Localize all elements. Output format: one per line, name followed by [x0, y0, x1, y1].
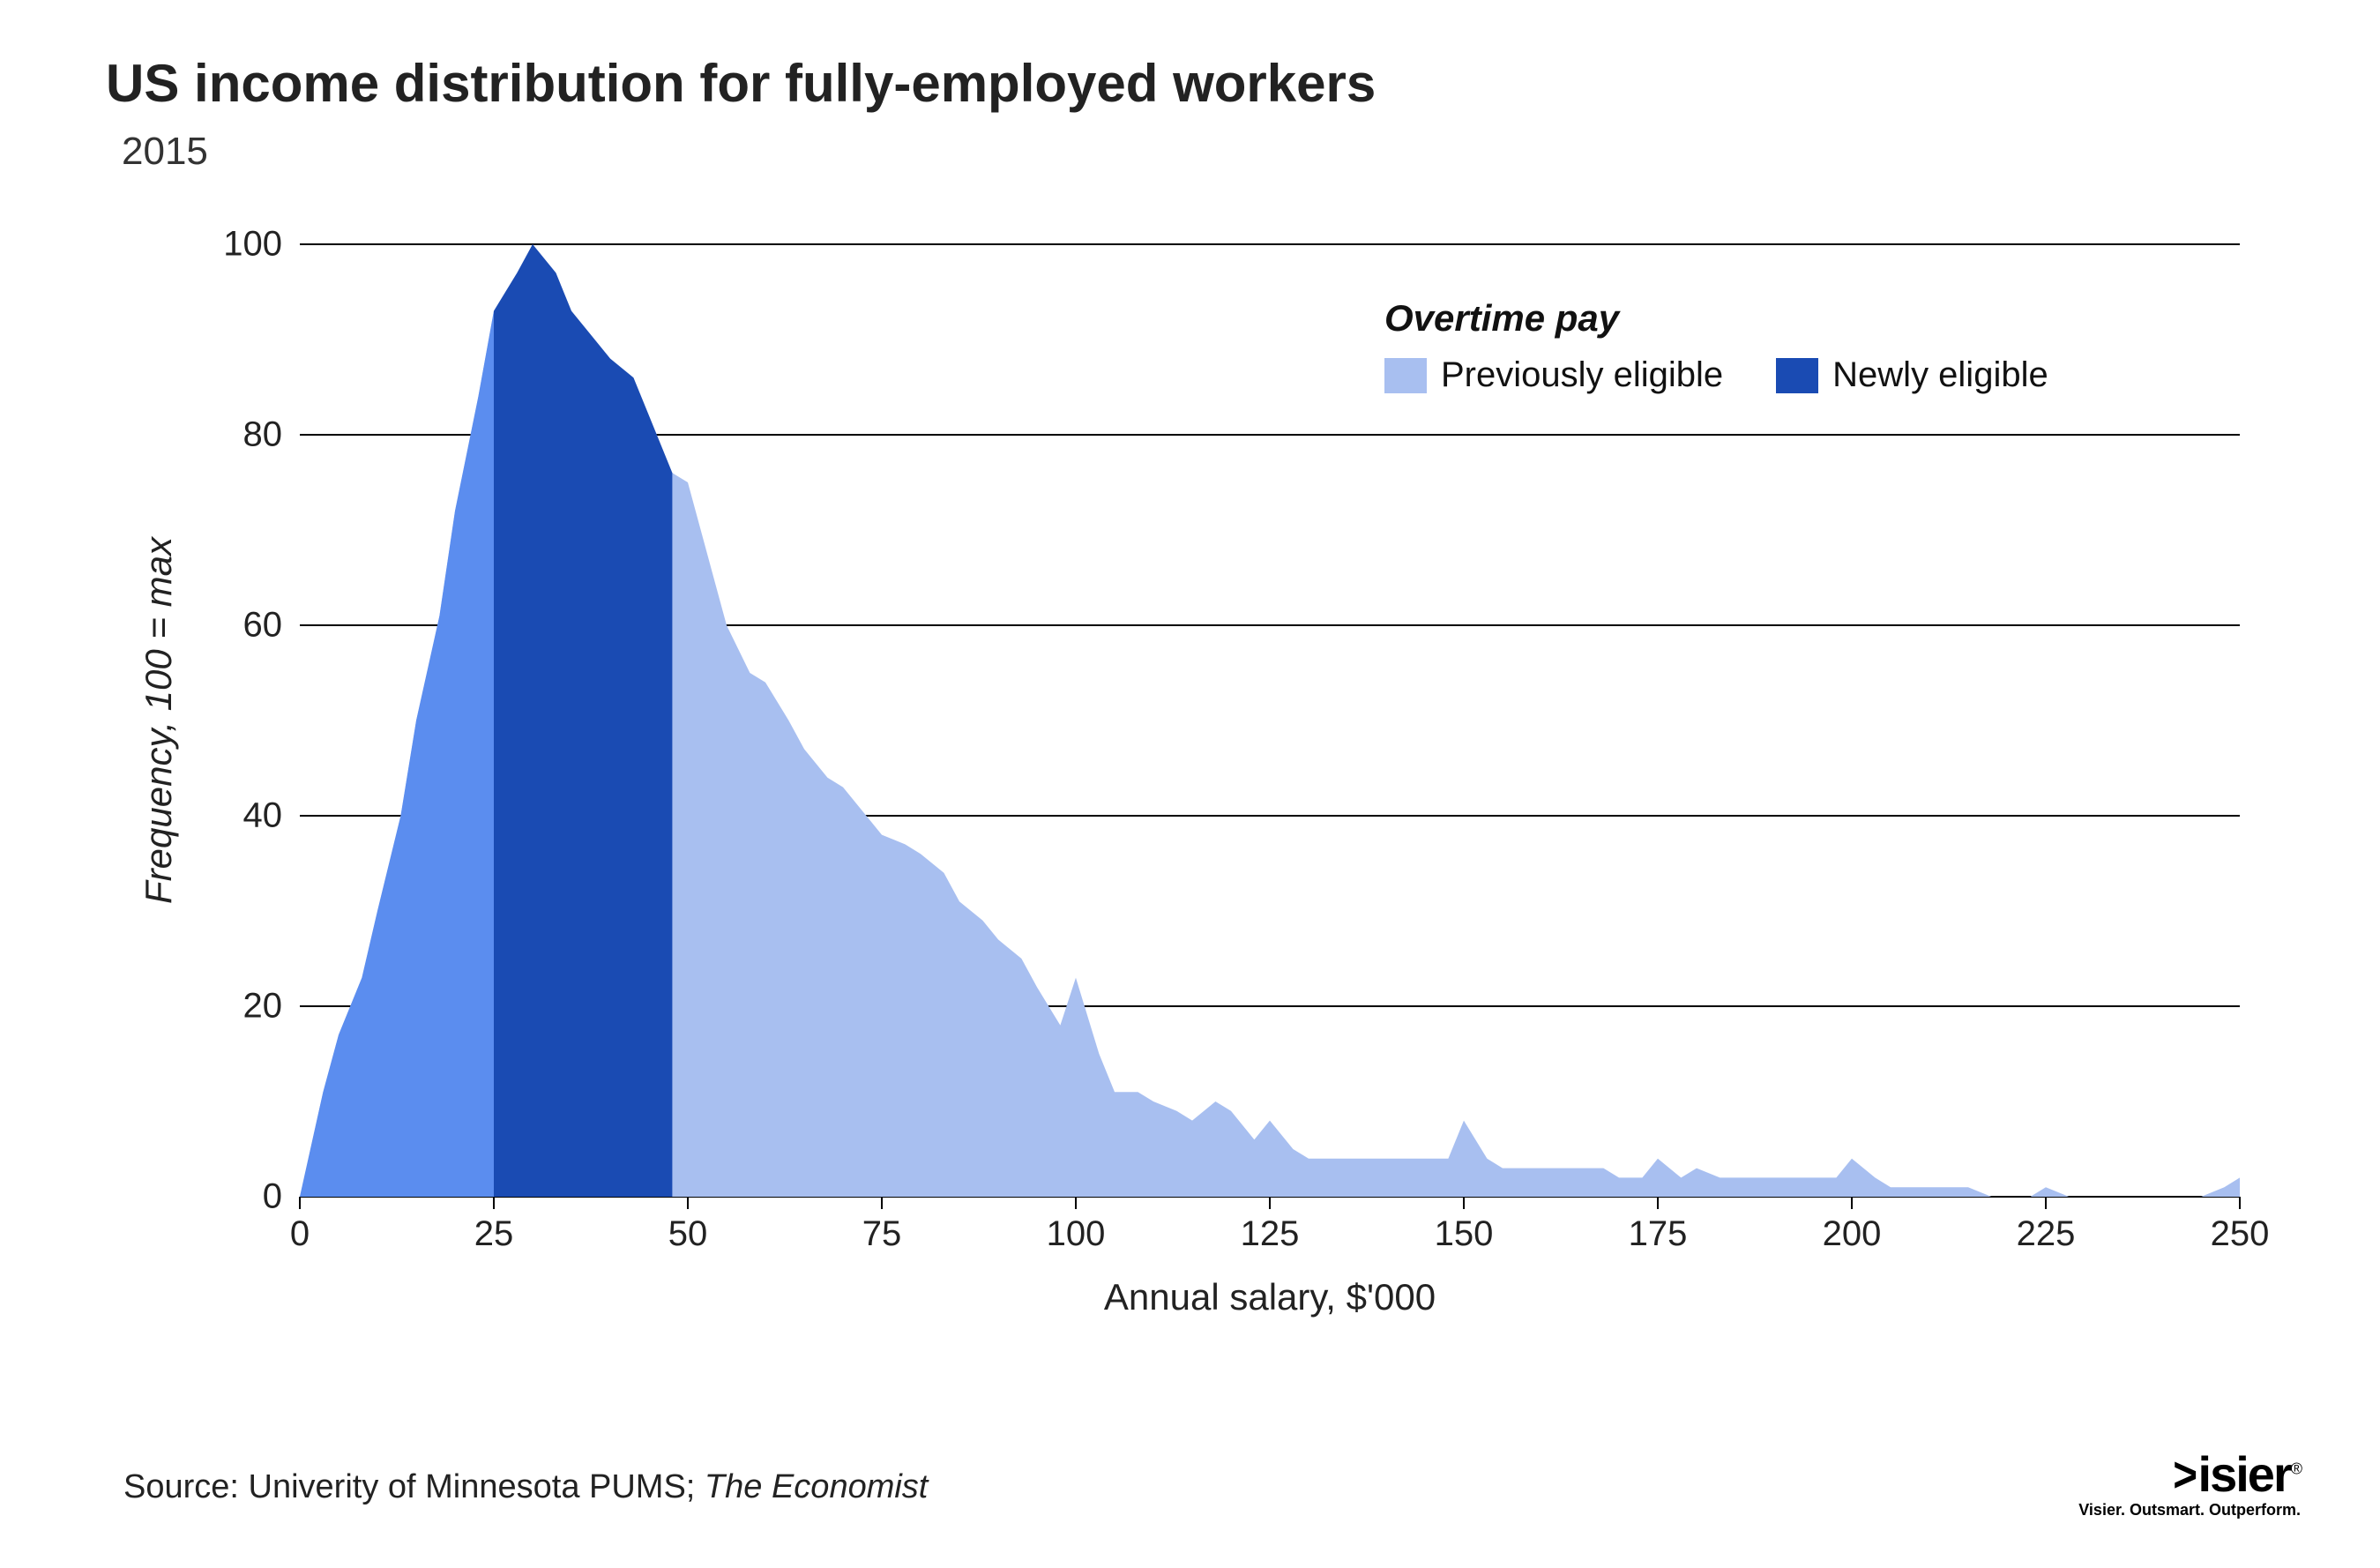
y-tick-label: 20	[194, 987, 282, 1027]
legend-swatch-previously-eligible	[1384, 358, 1427, 393]
x-tick-label: 225	[2017, 1214, 2076, 1254]
x-axis-title: Annual salary, $'000	[1104, 1276, 1436, 1318]
source-attribution: Source: Univerity of Minnesota PUMS; The…	[123, 1468, 928, 1506]
brand-logo: >isier® Visier. Outsmart. Outperform.	[2078, 1450, 2301, 1519]
x-tick-label: 0	[290, 1214, 310, 1254]
y-tick-label: 100	[194, 225, 282, 265]
x-tick-label: 125	[1241, 1214, 1300, 1254]
area-previously-eligible	[300, 311, 494, 1197]
x-tick-label: 150	[1435, 1214, 1494, 1254]
chart-area: Frequency, 100 = max Overtime pay Previo…	[123, 209, 2293, 1338]
legend-item-previously-eligible: Previously eligible	[1384, 355, 1723, 395]
x-tick-label: 25	[474, 1214, 514, 1254]
x-tick-label: 175	[1629, 1214, 1688, 1254]
legend-label-previously-eligible: Previously eligible	[1441, 355, 1723, 395]
x-tick-label: 75	[862, 1214, 902, 1254]
y-axis-title: Frequency, 100 = max	[138, 537, 180, 904]
x-tick-label: 50	[668, 1214, 708, 1254]
y-tick-label: 0	[194, 1177, 282, 1217]
chevron-icon: >	[2173, 1450, 2196, 1499]
source-text: Source: Univerity of Minnesota PUMS;	[123, 1468, 705, 1505]
area-newly-eligible	[494, 244, 672, 1197]
x-tick-label: 250	[2211, 1214, 2270, 1254]
x-tick-label: 200	[1823, 1214, 1882, 1254]
chart-title: US income distribution for fully-employe…	[106, 53, 2309, 114]
logo-name: isier	[2198, 1446, 2291, 1502]
y-tick-label: 40	[194, 796, 282, 836]
legend: Overtime pay Previously eligible Newly e…	[1384, 297, 2048, 395]
legend-row: Previously eligible Newly eligible	[1384, 355, 2048, 395]
logo-tagline: Visier. Outsmart. Outperform.	[2078, 1501, 2301, 1519]
legend-title: Overtime pay	[1384, 297, 2048, 340]
registered-icon: ®	[2291, 1460, 2301, 1477]
legend-swatch-newly-eligible	[1776, 358, 1818, 393]
x-tick-label: 100	[1047, 1214, 1106, 1254]
chart-subtitle: 2015	[122, 130, 2309, 174]
logo-wordmark: >isier®	[2078, 1450, 2301, 1499]
source-italic: The Economist	[705, 1468, 928, 1505]
y-tick-label: 60	[194, 606, 282, 646]
plot-region: Overtime pay Previously eligible Newly e…	[300, 244, 2240, 1197]
page-root: US income distribution for fully-employe…	[0, 0, 2380, 1568]
legend-item-newly-eligible: Newly eligible	[1776, 355, 2048, 395]
legend-label-newly-eligible: Newly eligible	[1832, 355, 2048, 395]
y-tick-label: 80	[194, 415, 282, 455]
